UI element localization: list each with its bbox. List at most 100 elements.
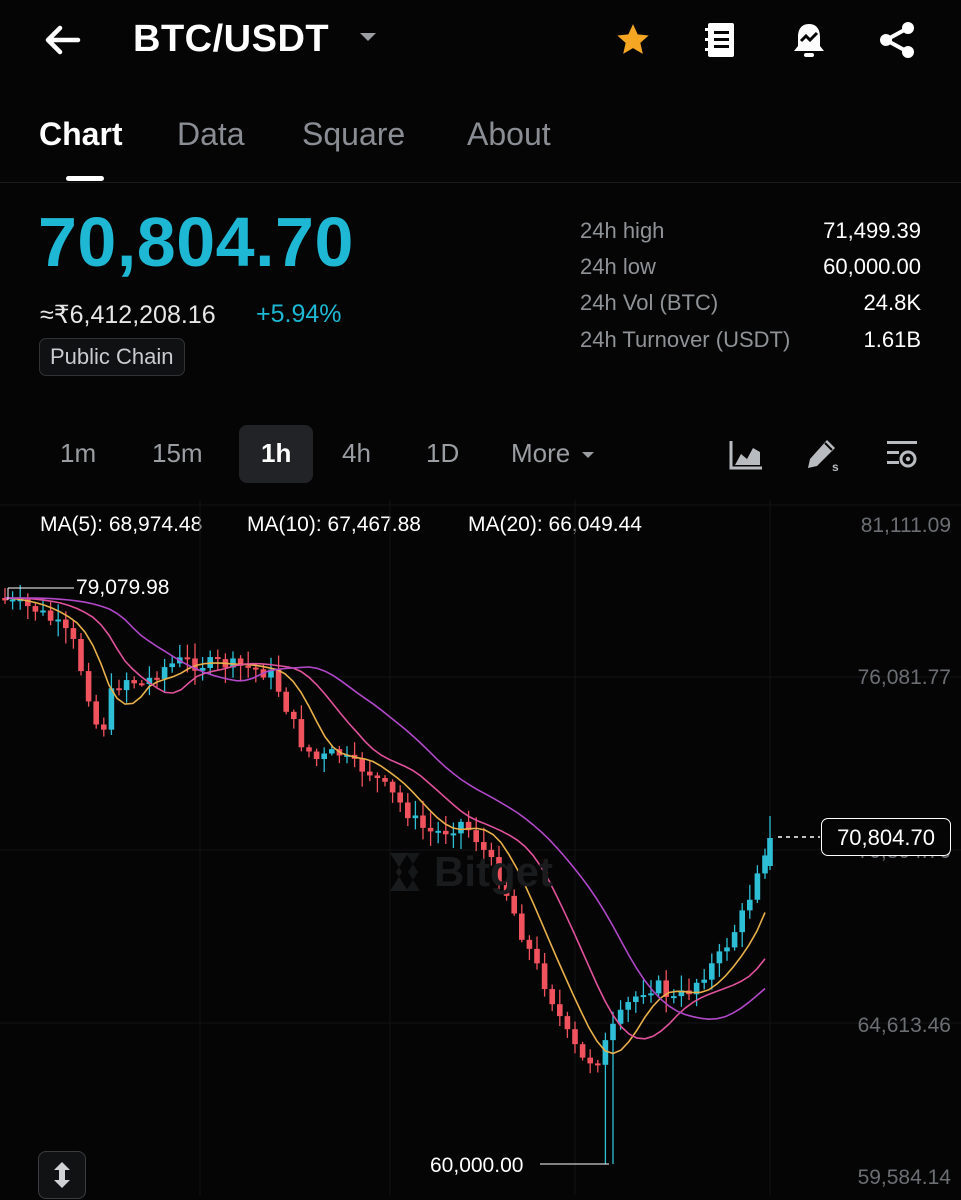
category-tag[interactable]: Public Chain [39,338,185,376]
more-caret-icon [582,452,595,459]
candle-body [420,815,426,828]
candle-body [47,610,54,621]
y-axis-tick: 64,613.46 [857,1014,951,1037]
svg-text:s: s [832,460,839,473]
candle-body [625,1002,631,1010]
interval-1m[interactable]: 1m [60,438,97,468]
pair-dropdown-icon[interactable] [358,30,378,49]
price-change-percent: +5.94% [256,300,342,328]
star-icon[interactable] [611,18,655,62]
candle-body [503,885,510,896]
candle-body [617,1009,624,1024]
pen-icon[interactable]: s [802,433,846,477]
candle-body [40,610,46,613]
candle-body [161,667,168,679]
chart-settings-icon[interactable] [880,433,924,477]
candle-body [397,792,403,803]
candle-body [633,996,639,1003]
candle-body [587,1057,593,1064]
ma20-legend: MA(20): 66,049.44 [468,513,642,536]
candle-body [481,842,487,850]
candle-body [579,1044,586,1058]
tab-about[interactable]: About [467,116,551,152]
interval-15m[interactable]: 15m [152,438,203,468]
ma10-legend: MA(10): 67,467.88 [247,513,421,536]
candle-body [275,669,282,692]
candle-body [101,724,107,730]
candle-body [549,989,555,1005]
candle-body [253,667,259,670]
candle-body [648,993,654,996]
active-interval-bg [239,425,313,483]
candle-body [237,658,244,666]
trading-pair-title[interactable]: BTC/USDT [133,18,330,60]
candle-body [389,781,396,793]
stat-value-high: 71,499.39 [823,218,921,243]
candle-body [511,895,517,914]
document-icon[interactable] [699,18,743,62]
candle-body [443,830,449,835]
candle-body [9,599,16,602]
candle-body [139,683,145,686]
interval-more[interactable]: More [511,438,595,469]
interval-4h[interactable]: 4h [342,438,371,468]
candle-body [169,663,175,668]
candle-body [63,619,69,629]
candle-body [359,758,365,772]
candle-body [519,913,525,940]
candle-body [367,771,373,776]
candle-body [329,749,335,754]
share-icon[interactable] [875,18,919,62]
candle-body [146,677,153,685]
candle-body [291,711,297,720]
candle-body [427,827,434,832]
candle-body [671,996,677,999]
candle-body [716,951,723,964]
candle-body [306,747,312,752]
y-axis-tick: 59,584.14 [857,1166,951,1189]
current-price-label: 70,804.70 [821,818,951,856]
candle-body [2,598,8,601]
candle-body [412,815,419,819]
candle-body [108,688,115,730]
candle-body [313,751,320,760]
vertical-resize-icon[interactable] [38,1151,86,1199]
candle-body [435,830,441,833]
tab-square[interactable]: Square [302,116,406,152]
stat-label-high: 24h high [580,218,665,243]
candle-body [767,838,773,866]
candle-body [32,606,39,612]
tab-data[interactable]: Data [177,116,245,152]
candle-body [283,691,289,712]
candle-body [640,995,647,998]
stat-label-turnover: 24h Turnover (USDT) [580,327,791,352]
candle-body [458,821,464,834]
tab-chart[interactable]: Chart [39,116,123,152]
interval-1d[interactable]: 1D [426,438,460,468]
candle-body [184,657,191,660]
candle-body [465,821,472,831]
candle-body [541,963,548,990]
candle-body [572,1029,578,1045]
candle-body [602,1040,609,1065]
divider [0,182,961,183]
back-arrow-icon[interactable] [40,18,84,62]
candle-body [488,849,495,858]
interval-1h[interactable]: 1h [261,438,292,468]
stat-value-low: 60,000.00 [823,254,921,279]
fiat-price: ≈₹6,412,208.16 [40,301,216,329]
candle-body [382,778,388,782]
candle-body [78,638,84,672]
watermark: Bitget [382,848,553,896]
candle-body [496,857,502,886]
y-axis-tick: 81,111.09 [860,514,951,537]
area-chart-icon[interactable] [724,433,768,477]
bell-icon[interactable] [787,18,831,62]
more-label: More [511,438,571,468]
candle-body [55,619,61,622]
y-axis-tick: 76,081.77 [857,666,951,689]
ma5-line [4,597,766,1055]
candle-body [724,947,730,952]
candle-body [595,1063,601,1066]
